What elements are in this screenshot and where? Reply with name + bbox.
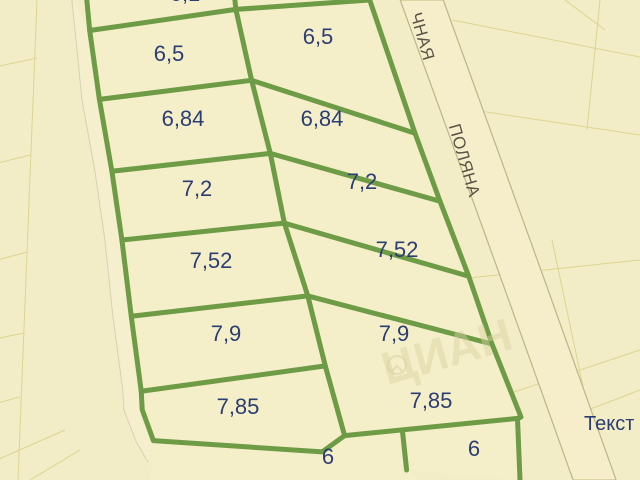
svg-text:6: 6 (468, 436, 480, 461)
svg-text:6,1: 6,1 (170, 0, 201, 6)
svg-text:6: 6 (322, 444, 334, 469)
svg-text:7,85: 7,85 (410, 388, 453, 413)
svg-text:Текст: Текст (584, 413, 634, 435)
svg-text:7,9: 7,9 (211, 321, 242, 346)
svg-text:6,5: 6,5 (303, 24, 334, 49)
svg-text:7,52: 7,52 (376, 237, 419, 262)
svg-text:7,52: 7,52 (190, 248, 233, 273)
svg-text:7,85: 7,85 (217, 394, 260, 419)
svg-text:6,84: 6,84 (162, 106, 205, 131)
svg-text:7,2: 7,2 (347, 169, 378, 194)
svg-text:7,2: 7,2 (182, 176, 213, 201)
svg-text:6,5: 6,5 (154, 41, 185, 66)
svg-text:7,9: 7,9 (379, 321, 410, 346)
svg-text:6,84: 6,84 (301, 106, 344, 131)
